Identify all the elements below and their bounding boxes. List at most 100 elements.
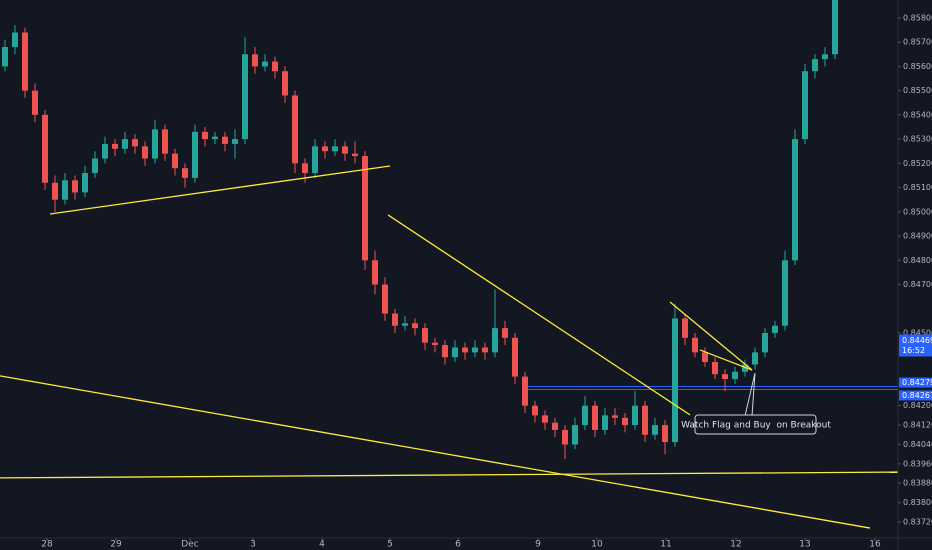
candle-body [642, 405, 648, 435]
candle-body [332, 146, 338, 152]
candle-body [492, 328, 498, 353]
trendline [669, 301, 753, 371]
candle-body [552, 422, 558, 430]
candle-body [362, 156, 368, 261]
candle-body [52, 182, 58, 200]
candle-body [562, 429, 568, 445]
last-price-tag [899, 334, 932, 357]
y-tick-label: 0.83720 [903, 518, 932, 527]
candle-body [752, 352, 758, 365]
x-tick-label: 12 [730, 540, 741, 550]
candle-body [672, 318, 678, 443]
candle-body [812, 59, 818, 72]
candle-body [402, 323, 408, 326]
candle-body [392, 313, 398, 326]
x-tick-label: 3 [250, 540, 256, 550]
candle-body [652, 425, 658, 435]
price-tag-label: 0.84279 [902, 378, 932, 387]
candle-body [682, 318, 688, 338]
candle-body [572, 425, 578, 445]
candle-body [372, 260, 378, 285]
candle-body [132, 139, 138, 147]
candle-body [202, 131, 208, 140]
x-tick-label: 28 [41, 540, 53, 550]
candle-body [792, 139, 798, 261]
candle-body [252, 54, 258, 67]
trendline [699, 349, 753, 371]
x-tick-label: 10 [591, 540, 603, 550]
x-tick-label: 9 [535, 540, 541, 550]
annotation: Watch Flag and Buy on Breakout [681, 372, 831, 435]
candle-body [632, 405, 638, 426]
candle-body [542, 415, 548, 423]
candle-body [122, 139, 128, 149]
candle-body [512, 337, 518, 377]
candle-body [582, 405, 588, 426]
candle-body [762, 332, 768, 353]
candle-body [472, 347, 478, 353]
trendline [49, 165, 391, 215]
candle-body [522, 376, 528, 406]
candle-body [292, 95, 298, 164]
candle-body [322, 146, 328, 152]
candle-body [102, 143, 108, 159]
candle-body [42, 114, 48, 183]
candle-body [462, 347, 468, 353]
candle-body [232, 139, 238, 144]
candle-body [422, 328, 428, 343]
candle-body [662, 425, 668, 443]
candle-body [272, 61, 278, 72]
candle-body [612, 415, 618, 418]
candle-body [702, 352, 708, 363]
candle-body [312, 146, 318, 174]
candle-body [2, 47, 8, 67]
callout-box [694, 414, 817, 435]
candle-body [502, 328, 508, 338]
candle-body [242, 54, 248, 140]
candle-body [692, 337, 698, 353]
candle-body [352, 153, 358, 157]
x-tick-label: 29 [110, 540, 122, 550]
trendline [387, 214, 691, 416]
candle-body [62, 180, 68, 200]
callout-pointer [744, 372, 756, 417]
candle-body [822, 54, 828, 60]
candle-body [282, 71, 288, 96]
candle-body [162, 129, 168, 154]
candle-body [622, 417, 628, 426]
candle-body [592, 405, 598, 430]
candle-body [172, 153, 178, 169]
x-tick-label: 11 [660, 540, 671, 550]
candle-body [382, 284, 388, 314]
candle-body [722, 374, 728, 380]
candle-body [32, 90, 38, 115]
candle-body [262, 61, 268, 67]
candle-body [302, 163, 308, 174]
trendline [0, 471, 898, 479]
x-tick-label: 13 [799, 540, 810, 550]
candle-body [112, 143, 118, 149]
candle-body [72, 180, 78, 193]
candle-body [452, 347, 458, 358]
x-tick-label: 16 [869, 540, 881, 550]
plot-area [0, 0, 898, 529]
candle-body [482, 347, 488, 353]
candle-body [602, 415, 608, 430]
candle-body [742, 364, 748, 372]
candle-body [182, 168, 188, 178]
candle-body [92, 158, 98, 174]
candle-body [12, 32, 18, 48]
